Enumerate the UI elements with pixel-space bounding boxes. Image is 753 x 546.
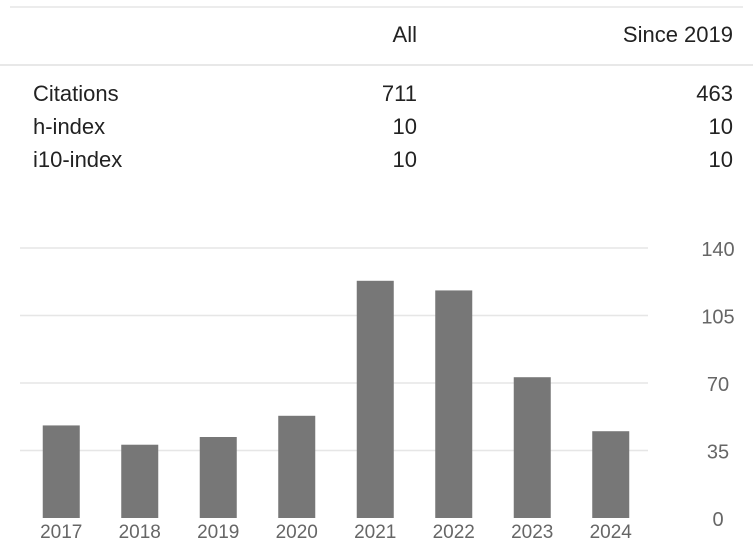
x-tick-label: 2021 [354,522,396,543]
y-tick-label: 35 [707,442,729,464]
x-tick-label: 2020 [276,522,318,543]
row-value-since: 463 [696,81,733,106]
row-value-all: 711 [381,81,417,106]
bar-chart-svg: 0 35 70 105 140 2017 2018 2019 2020 2021 2022 2023 2… [20,239,735,543]
column-header-since: Since 2019 [622,22,733,47]
bar-2020[interactable] [278,415,316,518]
row-value-since: 10 [708,147,733,172]
x-tick-label: 2017 [40,522,82,543]
table-row-h-index: h-index 10 10 [0,114,753,147]
x-tick-label: 2023 [511,522,553,543]
x-tick-label: 2022 [433,522,475,543]
row-label[interactable]: Citations [33,81,119,106]
bar-2022[interactable] [435,290,473,518]
y-tick-label: 140 [701,239,734,261]
bar-2021[interactable] [356,280,394,518]
bar-2018[interactable] [121,444,159,518]
top-divider [10,6,743,8]
table-header-row: All Since 2019 [0,8,753,66]
x-tick-label: 2024 [590,522,633,543]
citations-per-year-chart: 0 35 70 105 140 2017 2018 2019 2020 2021 2022 2023 2… [0,230,753,546]
bar-2024[interactable] [592,431,630,518]
table-row-citations: Citations 711 463 [0,81,753,114]
y-tick-label: 105 [701,307,734,329]
row-value-since: 10 [708,114,733,139]
column-header-all: All [392,22,417,47]
row-value-all: 10 [392,114,417,139]
bar-2019[interactable] [199,437,237,518]
y-tick-label: 70 [707,374,729,396]
table-row-i10-index: i10-index 10 10 [0,147,753,180]
bar-2023[interactable] [513,377,551,518]
row-label[interactable]: i10-index [33,147,123,172]
y-tick-label: 0 [712,509,723,531]
row-value-all: 10 [392,147,417,172]
row-label[interactable]: h-index [33,114,106,139]
x-tick-label: 2018 [119,522,161,543]
bar-2017[interactable] [42,425,80,518]
x-tick-label: 2019 [197,522,239,543]
